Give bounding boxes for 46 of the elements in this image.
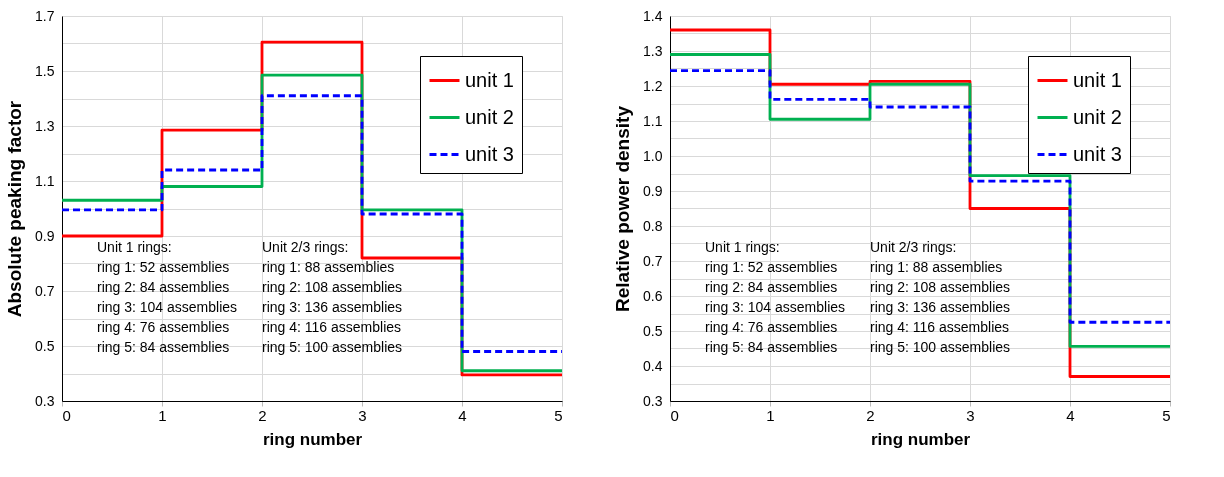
y-tick-label: 0.4 [643,357,663,374]
x-tick-label: 0 [670,406,679,424]
y-tick-label: 0.7 [35,282,55,299]
x-tick-label: 4 [458,406,467,424]
annotation: Unit 1 rings: ring 1: 52 assemblies ring 2: 84 assemblies ring 3: 104 assemblies ring 4: 76 assemblies ring 5: 84 assemblies [705,239,846,355]
y-tick-label: 0.9 [643,182,663,199]
x-axis-title: ring number [262,429,363,449]
x-tick-label: 3 [358,406,367,424]
y-tick-label: 1.5 [35,62,55,79]
y-tick-label: 0.3 [643,392,663,409]
x-tick-label: 5 [1162,406,1171,424]
x-tick-label: 1 [158,406,167,424]
y-tick-label: 0.9 [35,227,55,244]
x-tick-label: 1 [766,406,775,424]
annotation: Unit 2/3 rings: ring 1: 88 assemblies ring 2: 108 assemblies ring 3: 136 assemblies ring 4: 116 assemblies ring 5: 100 assemblies [870,239,1011,355]
y-axis-title: Absolute peaking factor [4,100,26,318]
x-tick-label: 2 [258,406,267,424]
y-tick-label: 1.1 [35,172,55,189]
legend-label: unit 3 [465,142,514,165]
x-tick-label: 2 [866,406,875,424]
x-tick-label: 5 [554,406,563,424]
y-axis-title: Relative power density [612,105,634,312]
y-tick-label: 0.5 [35,337,55,354]
y-tick-label: 1.3 [35,117,55,134]
x-tick-label: 0 [62,406,71,424]
x-tick-label: 3 [966,406,975,424]
annotation: Unit 2/3 rings: ring 1: 88 assemblies ring 2: 108 assemblies ring 3: 136 assemblies ring 4: 116 assemblies ring 5: 100 assemblies [262,239,403,355]
x-axis-title: ring number [870,429,971,449]
legend-label: unit 2 [1073,105,1122,128]
annotation: Unit 1 rings: ring 1: 52 assemblies ring 2: 84 assemblies ring 3: 104 assemblies ring 4: 76 assemblies ring 5: 84 assemblies [97,239,238,355]
legend-label: unit 2 [465,105,514,128]
y-tick-label: 1.4 [643,7,663,24]
y-tick-label: 1.3 [643,42,663,59]
y-tick-label: 0.8 [643,217,663,234]
y-tick-label: 0.6 [643,287,663,304]
legend-label: unit 3 [1073,142,1122,165]
y-tick-label: 1.7 [35,7,55,24]
y-tick-label: 0.5 [643,322,663,339]
legend-label: unit 1 [1073,68,1122,91]
y-tick-label: 1.0 [643,147,663,164]
y-tick-label: 1.2 [643,77,663,94]
legend-label: unit 1 [465,68,514,91]
y-tick-label: 0.3 [35,392,55,409]
y-tick-label: 0.7 [643,252,663,269]
y-tick-label: 1.1 [643,112,663,129]
x-tick-label: 4 [1066,406,1075,424]
